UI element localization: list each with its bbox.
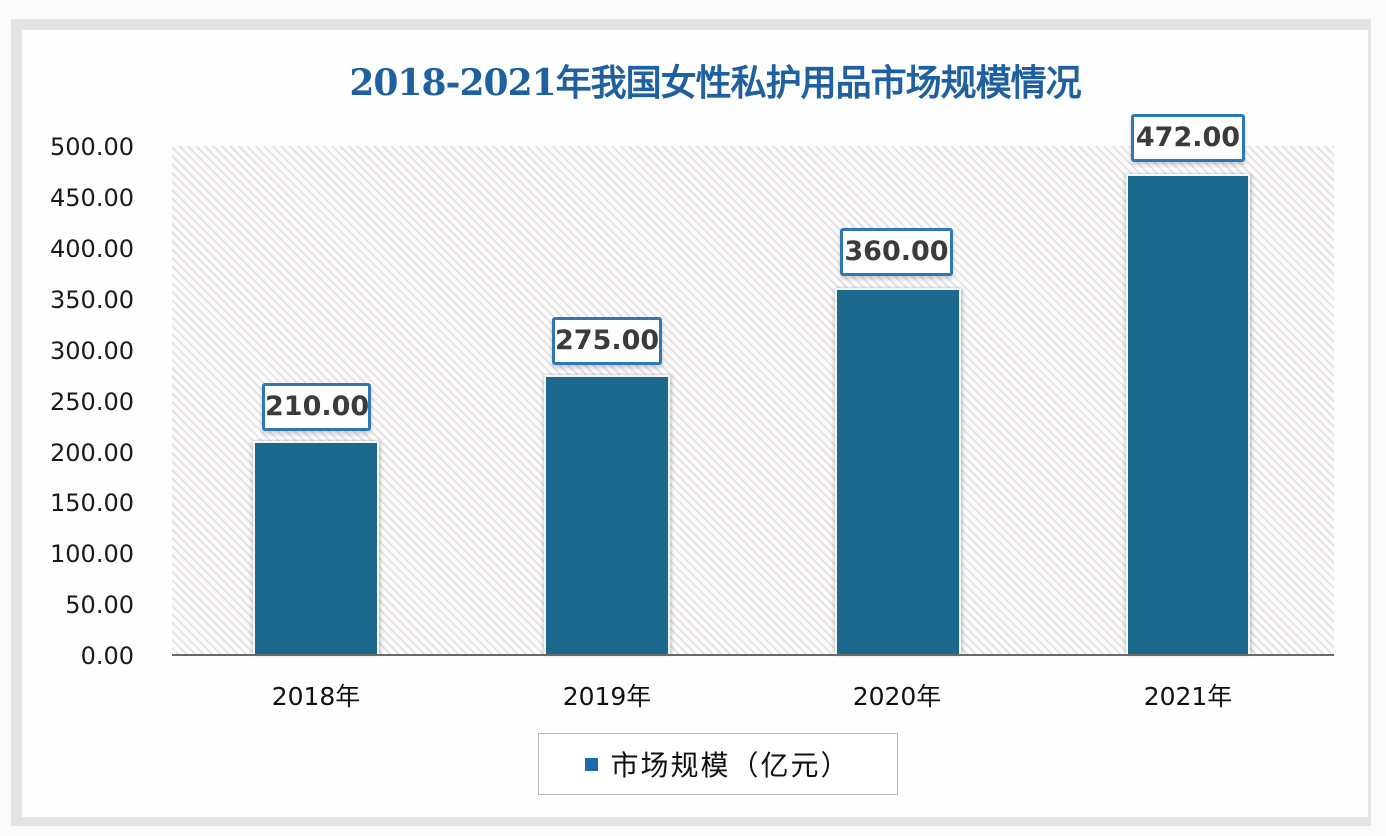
- y-tick-label: 0.00: [80, 642, 134, 670]
- y-tick-label: 100.00: [50, 540, 134, 568]
- x-axis-line: [172, 654, 1334, 656]
- y-tick-label: 500.00: [50, 133, 134, 161]
- bar-2020: [835, 288, 961, 655]
- y-tick-label: 400.00: [50, 235, 134, 263]
- data-label-2020: 360.00: [840, 228, 953, 276]
- legend-swatch-icon: [585, 757, 599, 771]
- legend-label: 市场规模（亿元）: [610, 749, 851, 782]
- chart-legend: 市场规模（亿元）: [538, 733, 898, 795]
- x-tick-label: 2020年: [852, 682, 942, 711]
- bar-2018: [253, 441, 379, 655]
- bar-2021: [1126, 174, 1250, 655]
- x-tick-label: 2019年: [562, 682, 652, 711]
- y-tick-label: 50.00: [65, 591, 134, 619]
- data-label-2018: 210.00: [262, 383, 371, 431]
- x-tick-label: 2018年: [271, 682, 361, 711]
- x-tick-label: 2021年: [1143, 682, 1233, 711]
- y-tick-label: 300.00: [50, 337, 134, 365]
- y-tick-label: 150.00: [50, 489, 134, 517]
- chart-title: 2018-2021年我国女性私护用品市场规模情况: [349, 62, 1081, 104]
- y-tick-label: 250.00: [50, 388, 134, 416]
- y-tick-label: 450.00: [50, 184, 134, 212]
- data-label-2021: 472.00: [1131, 114, 1245, 162]
- data-label-2019: 275.00: [552, 317, 662, 365]
- y-tick-label: 350.00: [50, 286, 134, 314]
- y-tick-label: 200.00: [50, 439, 134, 467]
- bar-2019: [544, 375, 670, 655]
